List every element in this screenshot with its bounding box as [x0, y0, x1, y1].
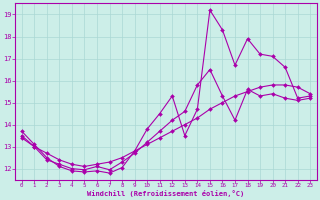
X-axis label: Windchill (Refroidissement éolien,°C): Windchill (Refroidissement éolien,°C) [87, 190, 244, 197]
